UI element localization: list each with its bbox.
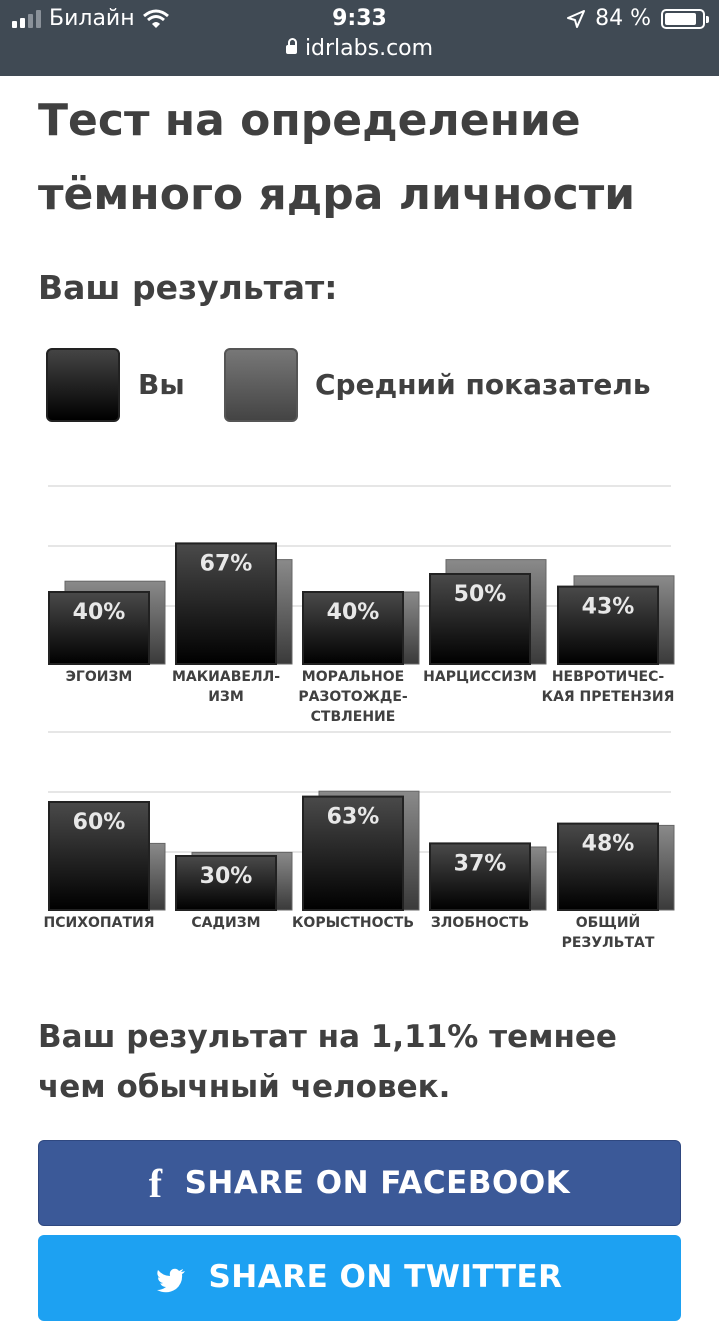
twitter-icon [157,1268,186,1293]
battery-icon [661,8,709,29]
you-bar [175,855,277,911]
bar-value-label: 37% [454,851,507,876]
wifi-icon [142,9,169,28]
category-label: ЭГОИЗМ [66,669,133,685]
you-bar [557,822,659,911]
facebook-icon: f [148,1160,163,1206]
you-bar [302,591,404,665]
category-label: ИЗМ [208,689,244,705]
status-time: 9:33 [332,6,387,31]
category-label: ПСИХОПАТИЯ [43,915,154,931]
category-label: КАЯ ПРЕТЕНЗИЯ [542,689,675,705]
you-bar [557,585,659,665]
result-heading: Ваш результат: [38,268,338,307]
chart-dark-core-1: 40% ЭГОИЗМ 67% МАКИАВЕЛЛ- ИЗМ 40% МОРАЛЬНОЕ РАЗ… [48,485,675,725]
category-label: САДИЗМ [191,915,260,931]
share-facebook-button[interactable]: f SHARE ON FACEBOOK [38,1140,681,1226]
lock-icon [285,38,297,54]
you-bar [302,795,404,911]
bar-value-label: 40% [327,600,380,625]
you-bar [429,842,531,911]
legend-swatch-average [224,348,298,422]
you-bar [429,573,531,665]
bar-value-label: 40% [73,600,126,625]
share-facebook-label: SHARE ON FACEBOOK [184,1165,571,1201]
carrier-area: Билайн [12,6,169,31]
page-title: Тест на определение тёмного ядра личност… [38,95,636,220]
you-bar [175,542,277,665]
legend-label-average: Средний показатель [315,368,651,401]
category-label: ЗЛОБНОСТЬ [431,915,529,931]
bar-value-label: 30% [200,864,253,889]
category-label: МАКИАВЕЛЛ- [172,669,280,685]
you-bar [48,591,150,665]
share-twitter-button[interactable]: SHARE ON TWITTER [38,1235,681,1321]
share-twitter-label: SHARE ON TWITTER [208,1259,563,1295]
category-label: РЕЗУЛЬТАТ [562,935,655,951]
category-label: РАЗОТОЖДЕ- [298,689,408,705]
chart-dark-core-2: 60% ПСИХОПАТИЯ 30% САДИЗМ 63% КОРЫСТНОСТЬ 37% З… [43,731,675,951]
bar-value-label: 63% [327,805,380,830]
bar-value-label: 48% [582,832,635,857]
you-bar [48,801,150,911]
category-label: СТВЛЕНИЕ [311,709,396,725]
signal-icon [12,9,41,28]
category-label: НАРЦИССИЗМ [423,669,537,685]
location-icon [567,9,586,28]
chart-legend: Вы Средний показатель [46,348,706,428]
category-label: МОРАЛЬНОЕ [302,669,404,685]
category-label: КОРЫСТНОСТЬ [292,915,414,931]
address-bar[interactable]: idrlabs.com [0,36,719,61]
bar-value-label: 50% [454,582,507,607]
legend-swatch-you [46,348,120,422]
battery-percent: 84 % [595,6,651,31]
category-label: ОБЩИЙ [576,914,641,931]
category-label: НЕВРОТИЧЕС- [552,669,665,685]
status-bar: Билайн 9:33 84 % idrlabs.com [0,0,719,76]
legend-label-you: Вы [138,368,185,401]
bar-value-label: 67% [200,551,253,576]
url-text: idrlabs.com [304,36,434,61]
result-summary: Ваш результат на 1,11% темнее чем обычны… [38,1019,617,1105]
carrier-label: Билайн [49,6,135,31]
bar-value-label: 43% [582,595,635,620]
bar-value-label: 60% [73,810,126,835]
